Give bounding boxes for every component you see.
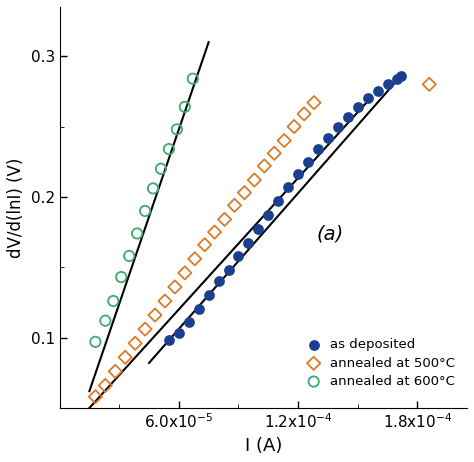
annealed at 500°C	[191, 255, 199, 262]
as deposited	[215, 278, 222, 285]
annealed at 500°C	[231, 201, 238, 209]
annealed at 500°C	[310, 99, 318, 106]
annealed at 500°C	[131, 340, 139, 347]
annealed at 500°C	[101, 382, 109, 389]
annealed at 500°C	[161, 298, 169, 305]
as deposited	[344, 113, 352, 121]
annealed at 500°C	[141, 325, 149, 333]
annealed at 500°C	[211, 228, 219, 236]
annealed at 500°C	[201, 241, 209, 249]
as deposited	[398, 72, 405, 79]
annealed at 600°C	[109, 298, 117, 305]
annealed at 600°C	[118, 274, 125, 281]
as deposited	[205, 292, 212, 299]
annealed at 600°C	[91, 338, 99, 346]
annealed at 600°C	[165, 146, 173, 153]
annealed at 500°C	[221, 216, 228, 223]
as deposited	[324, 134, 332, 141]
annealed at 500°C	[241, 189, 248, 196]
as deposited	[175, 330, 182, 337]
annealed at 500°C	[151, 311, 159, 319]
as deposited	[294, 170, 302, 178]
as deposited	[245, 240, 252, 247]
as deposited	[354, 103, 362, 110]
annealed at 600°C	[181, 103, 189, 110]
annealed at 500°C	[426, 81, 433, 88]
as deposited	[304, 158, 312, 165]
annealed at 500°C	[261, 162, 268, 170]
annealed at 500°C	[171, 283, 179, 291]
as deposited	[284, 183, 292, 191]
as deposited	[364, 95, 372, 102]
as deposited	[225, 267, 232, 274]
annealed at 500°C	[291, 123, 298, 130]
annealed at 600°C	[101, 317, 109, 324]
annealed at 500°C	[111, 368, 119, 375]
Legend: as deposited, annealed at 500°C, annealed at 600°C: as deposited, annealed at 500°C, anneale…	[299, 333, 460, 393]
annealed at 600°C	[133, 230, 141, 237]
as deposited	[255, 225, 262, 233]
as deposited	[264, 212, 272, 219]
annealed at 600°C	[173, 126, 181, 133]
Text: (a): (a)	[316, 225, 344, 243]
as deposited	[195, 306, 202, 313]
as deposited	[165, 337, 173, 344]
as deposited	[314, 146, 322, 153]
as deposited	[185, 318, 192, 326]
as deposited	[384, 81, 392, 88]
as deposited	[235, 252, 242, 260]
annealed at 600°C	[189, 75, 197, 82]
annealed at 500°C	[251, 176, 258, 184]
annealed at 500°C	[271, 150, 278, 157]
as deposited	[274, 197, 282, 205]
Y-axis label: dV/d(lnI) (V): dV/d(lnI) (V)	[7, 157, 25, 258]
annealed at 600°C	[141, 207, 149, 215]
as deposited	[334, 123, 342, 130]
annealed at 500°C	[301, 110, 308, 117]
annealed at 500°C	[91, 393, 99, 401]
as deposited	[394, 75, 401, 82]
as deposited	[374, 88, 382, 95]
annealed at 600°C	[157, 165, 165, 172]
annealed at 500°C	[181, 269, 189, 277]
X-axis label: I (A): I (A)	[245, 437, 282, 455]
annealed at 500°C	[281, 137, 288, 144]
annealed at 600°C	[149, 185, 157, 192]
annealed at 500°C	[121, 353, 129, 361]
annealed at 600°C	[126, 252, 133, 260]
